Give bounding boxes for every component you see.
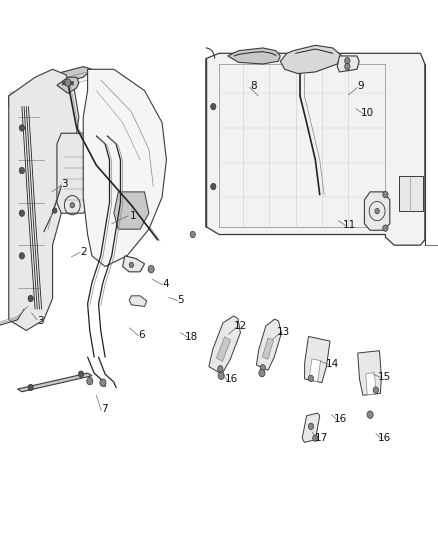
Text: 4: 4 <box>162 279 169 288</box>
Polygon shape <box>206 53 425 245</box>
Text: 13: 13 <box>277 327 290 336</box>
Text: 9: 9 <box>357 82 364 91</box>
Text: 15: 15 <box>378 372 391 382</box>
Circle shape <box>19 125 25 131</box>
Polygon shape <box>309 359 321 382</box>
Circle shape <box>53 208 57 213</box>
Circle shape <box>375 208 379 214</box>
Polygon shape <box>18 373 92 392</box>
Circle shape <box>313 435 318 441</box>
Circle shape <box>70 203 74 208</box>
Circle shape <box>383 225 388 231</box>
Polygon shape <box>228 48 280 64</box>
Polygon shape <box>358 351 381 395</box>
Circle shape <box>78 371 84 377</box>
Polygon shape <box>256 319 282 370</box>
Text: 14: 14 <box>325 359 339 368</box>
Text: 8: 8 <box>250 82 257 91</box>
Polygon shape <box>364 192 390 230</box>
Circle shape <box>19 253 25 259</box>
Circle shape <box>218 372 224 379</box>
Circle shape <box>100 379 106 386</box>
Circle shape <box>211 103 216 110</box>
Text: 18: 18 <box>185 332 198 342</box>
Polygon shape <box>216 337 231 361</box>
Polygon shape <box>304 336 330 383</box>
Text: 12: 12 <box>233 321 247 331</box>
Text: 16: 16 <box>378 433 391 443</box>
Circle shape <box>211 183 216 190</box>
Text: 11: 11 <box>343 220 356 230</box>
Text: 6: 6 <box>138 330 145 340</box>
Circle shape <box>19 167 25 174</box>
Polygon shape <box>302 413 320 442</box>
Circle shape <box>28 295 33 302</box>
Circle shape <box>383 191 388 198</box>
Circle shape <box>259 369 265 377</box>
Circle shape <box>65 79 71 86</box>
Polygon shape <box>123 256 145 272</box>
Polygon shape <box>262 338 273 359</box>
Text: 3: 3 <box>37 316 44 326</box>
Polygon shape <box>57 77 79 93</box>
Circle shape <box>373 387 378 393</box>
Circle shape <box>367 411 373 418</box>
Circle shape <box>190 231 195 238</box>
Polygon shape <box>209 316 240 374</box>
Polygon shape <box>57 133 96 213</box>
Circle shape <box>345 63 350 70</box>
Bar <box>399 176 423 211</box>
Text: 2: 2 <box>80 247 87 256</box>
Polygon shape <box>83 69 166 266</box>
Circle shape <box>218 366 223 372</box>
Text: 1: 1 <box>130 211 137 221</box>
Circle shape <box>129 262 134 268</box>
Text: 16: 16 <box>334 415 347 424</box>
Text: 17: 17 <box>314 433 328 443</box>
Text: 10: 10 <box>360 108 374 118</box>
Polygon shape <box>129 296 147 306</box>
Polygon shape <box>114 192 149 229</box>
Circle shape <box>87 377 93 385</box>
Circle shape <box>19 210 25 216</box>
Polygon shape <box>280 45 342 74</box>
Circle shape <box>308 423 314 430</box>
Circle shape <box>345 58 350 64</box>
Text: 3: 3 <box>61 179 68 189</box>
Circle shape <box>28 384 33 391</box>
Polygon shape <box>337 56 359 72</box>
Polygon shape <box>366 373 376 395</box>
Circle shape <box>260 365 265 371</box>
Text: 5: 5 <box>177 295 184 304</box>
Polygon shape <box>9 67 92 107</box>
Circle shape <box>308 375 314 382</box>
Text: 16: 16 <box>225 375 238 384</box>
Polygon shape <box>9 69 79 330</box>
Text: 7: 7 <box>101 405 108 414</box>
Circle shape <box>148 265 154 273</box>
